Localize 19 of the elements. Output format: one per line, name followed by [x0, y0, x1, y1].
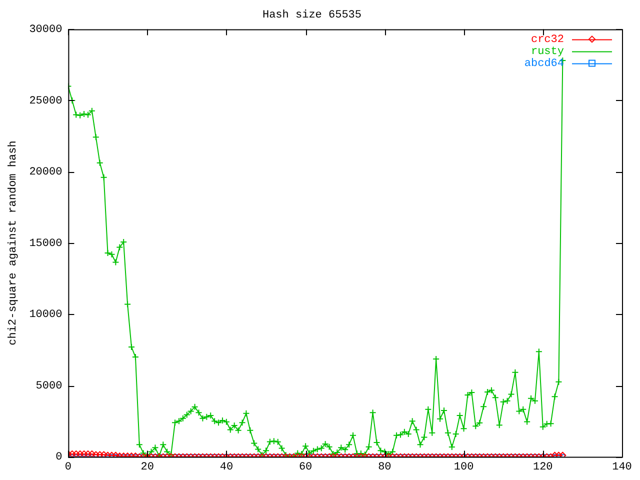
y-tick-label: 0 — [56, 452, 62, 464]
x-tick-label: 100 — [454, 461, 474, 474]
x-tick-label: 80 — [378, 461, 392, 474]
x-tick-label: 60 — [298, 461, 312, 474]
y-tick-label: 30000 — [29, 24, 62, 36]
legend-label: rusty — [530, 46, 564, 58]
y-tick-label: 15000 — [29, 238, 62, 250]
y-tick-label: 25000 — [29, 95, 62, 108]
chart-title: Hash size 65535 — [262, 10, 362, 22]
y-tick-label: 10000 — [29, 309, 62, 322]
y-tick-label: 5000 — [36, 380, 62, 392]
x-tick-label: 20 — [140, 461, 154, 474]
legend-label: crc32 — [530, 34, 564, 46]
x-tick-label: 140 — [612, 461, 632, 474]
x-tick-label: 40 — [220, 461, 234, 474]
y-axis-title: chi2-square against random hash — [8, 140, 20, 346]
x-tick-label: 0 — [64, 461, 72, 474]
x-tick-label: 120 — [532, 461, 553, 474]
y-tick-label: 20000 — [29, 166, 62, 179]
